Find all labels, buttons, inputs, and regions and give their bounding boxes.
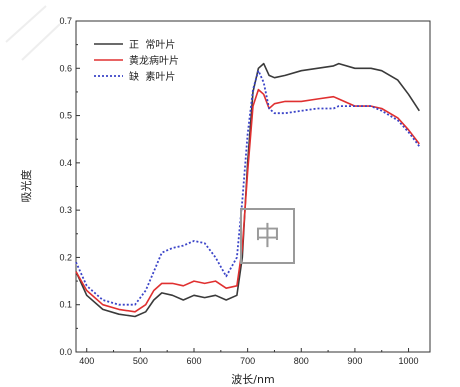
y-tick-label: 0.2 <box>59 252 72 262</box>
x-tick-label: 700 <box>240 356 255 366</box>
y-axis: 0.0 0.1 0.2 0.3 0.4 0.5 0.6 0.7 <box>59 16 80 357</box>
legend: 正 常叶片 黄龙病叶片 缺 素叶片 <box>94 38 179 83</box>
center-watermark-box: 中 <box>240 208 295 264</box>
y-tick-label: 0.3 <box>59 205 72 215</box>
x-tick-label: 900 <box>347 356 362 366</box>
y-tick-label: 0.6 <box>59 63 72 73</box>
watermark-zhong-glyph: 中 <box>254 222 280 252</box>
legend-item: 正 常叶片 <box>94 38 175 51</box>
y-tick-label: 0.0 <box>59 347 72 357</box>
background-watermark <box>5 5 61 61</box>
legend-item: 黄龙病叶片 <box>94 54 179 67</box>
legend-item: 缺 素叶片 <box>94 70 175 83</box>
legend-label-normal: 正 常叶片 <box>129 38 175 51</box>
x-axis-title: 波长/nm <box>231 373 274 386</box>
x-tick-label: 400 <box>79 356 94 366</box>
series-line-normal <box>75 62 420 318</box>
x-tick-label: 600 <box>186 356 201 366</box>
watermark-box-frame <box>240 208 295 264</box>
x-tick-label: 800 <box>294 356 309 366</box>
x-axis: 400 500 600 700 800 900 1000 <box>79 348 419 366</box>
x-tick-label: 1000 <box>399 356 419 366</box>
legend-label-hlb: 黄龙病叶片 <box>129 54 179 67</box>
watermark-stroke <box>5 5 47 43</box>
y-tick-label: 0.1 <box>59 300 72 310</box>
series-layer <box>75 62 421 318</box>
series-line-hlb <box>75 88 420 313</box>
x-tick-label: 500 <box>133 356 148 366</box>
series-line-deficient <box>75 69 421 306</box>
watermark-stroke <box>21 23 61 61</box>
plot-frame <box>75 20 431 353</box>
y-axis-title: 吸光度 <box>19 170 33 203</box>
y-tick-label: 0.4 <box>59 158 72 168</box>
y-tick-label: 0.5 <box>59 111 72 121</box>
y-tick-label: 0.7 <box>59 16 72 26</box>
legend-label-deficient: 缺 素叶片 <box>129 70 175 83</box>
